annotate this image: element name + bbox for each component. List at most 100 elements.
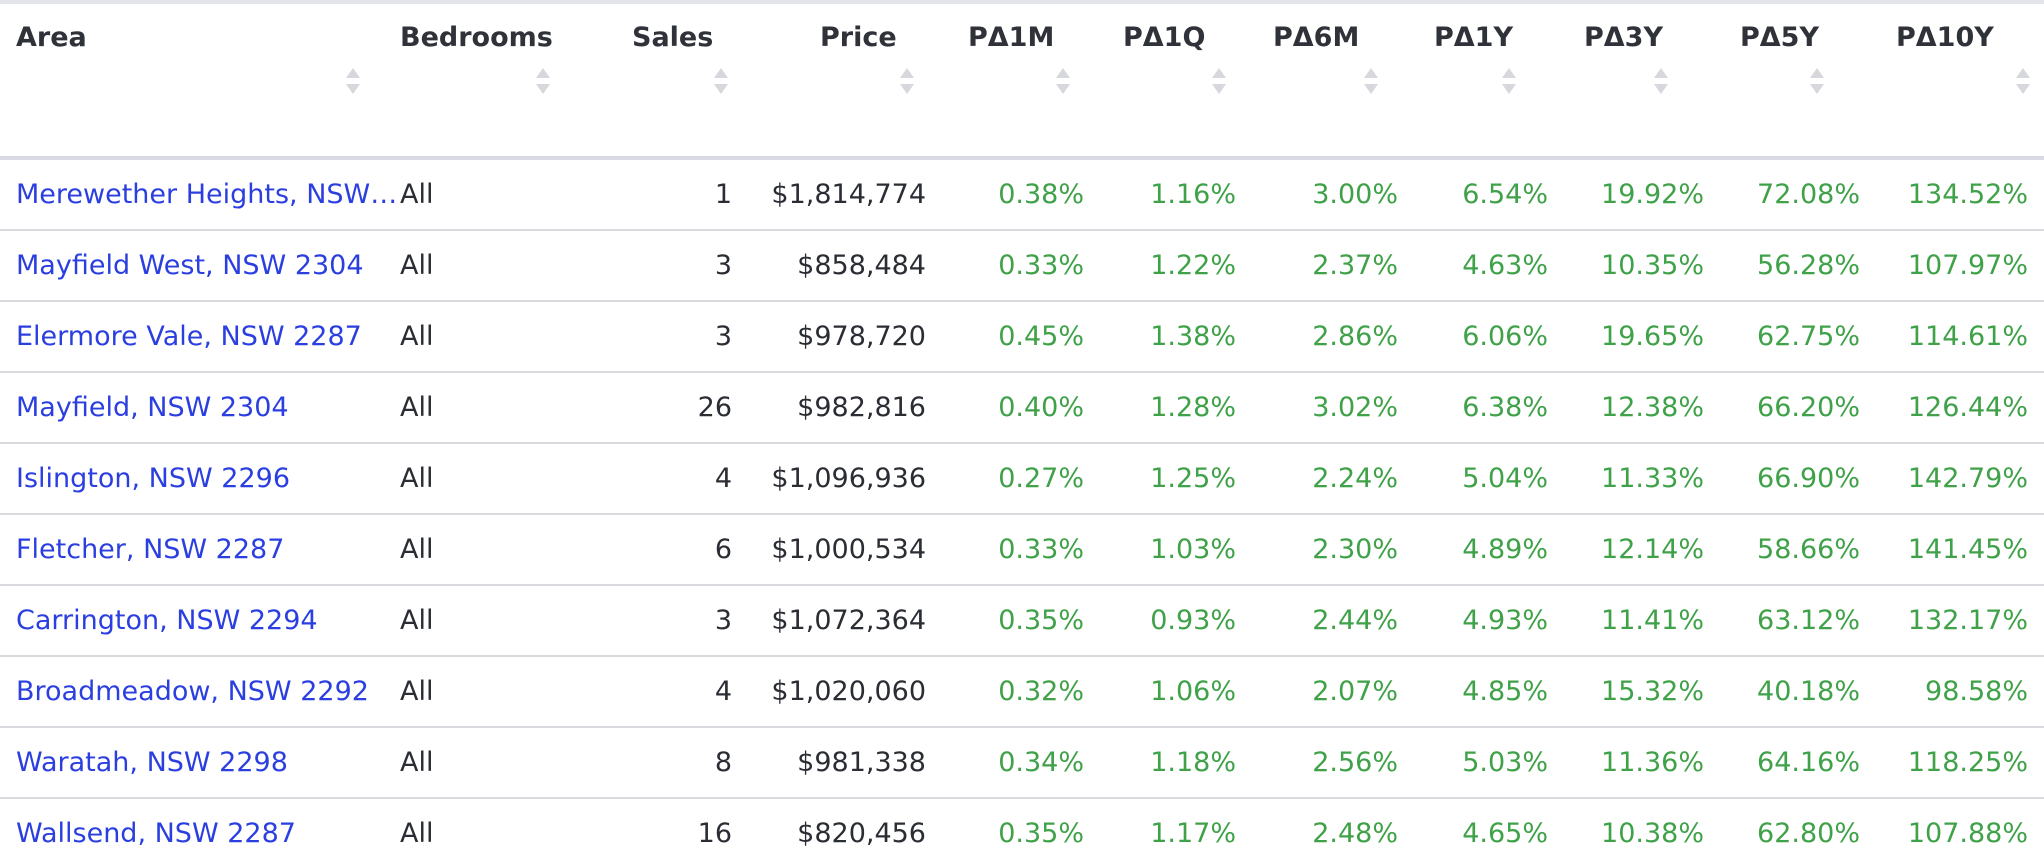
change-5y-cell: 62.80% [1704,798,1860,860]
sort-icon[interactable] [1056,68,1070,98]
sort-icon[interactable] [2016,68,2030,98]
price-cell: $1,072,364 [744,585,928,657]
area-link[interactable]: Elermore Vale, NSW 2287 [0,301,400,373]
sort-icon[interactable] [536,68,550,98]
change-10y-cell: 142.79% [1860,443,2044,515]
bedrooms-cell: All [400,230,574,302]
change-1y-cell: 4.63% [1398,230,1548,302]
change-6m-cell: 2.24% [1236,443,1398,515]
area-link[interactable]: Broadmeadow, NSW 2292 [0,656,400,728]
change-5y-cell: 72.08% [1704,158,1860,231]
bedrooms-cell: All [400,798,574,860]
bedrooms-cell: All [400,585,574,657]
change-1q-cell: 1.16% [1084,158,1236,231]
change-1m-cell: 0.32% [928,656,1084,728]
change-6m-cell: 3.00% [1236,158,1398,231]
change-1q-cell: 0.93% [1084,585,1236,657]
price-cell: $858,484 [744,230,928,302]
column-header-d1y[interactable]: PΔ1Y [1398,4,1548,160]
change-1m-cell: 0.34% [928,727,1084,799]
change-3y-cell: 10.35% [1548,230,1704,302]
table-row: Mayfield, NSW 2304 All 26 $982,816 0.40% 1.28… [0,372,2044,444]
change-5y-cell: 63.12% [1704,585,1860,657]
column-header-bedrooms[interactable]: Bedrooms [400,4,574,160]
column-header-d5y-label: PΔ5Y [1740,22,1820,53]
sort-icon[interactable] [1364,68,1378,98]
change-10y-cell: 118.25% [1860,727,2044,799]
sales-cell: 4 [574,656,744,728]
price-cell: $1,096,936 [744,443,928,515]
column-header-d1m[interactable]: PΔ1M [928,4,1084,160]
sales-cell: 6 [574,514,744,586]
bedrooms-cell: All [400,372,574,444]
sales-cell: 3 [574,585,744,657]
table-row: Carrington, NSW 2294 All 3 $1,072,364 0.35% 0… [0,585,2044,657]
sort-icon[interactable] [1810,68,1824,98]
change-5y-cell: 66.20% [1704,372,1860,444]
change-6m-cell: 2.44% [1236,585,1398,657]
data-table: Area Bedrooms Sales Price PΔ1M [0,4,2044,860]
change-1y-cell: 6.06% [1398,301,1548,373]
change-6m-cell: 3.02% [1236,372,1398,444]
price-cell: $1,020,060 [744,656,928,728]
column-header-price[interactable]: Price [744,4,928,160]
price-cell: $1,814,774 [744,158,928,231]
change-10y-cell: 132.17% [1860,585,2044,657]
column-header-d6m[interactable]: PΔ6M [1236,4,1398,160]
change-5y-cell: 62.75% [1704,301,1860,373]
column-header-d1y-label: PΔ1Y [1434,22,1514,53]
column-header-d1q[interactable]: PΔ1Q [1084,4,1236,160]
change-1m-cell: 0.38% [928,158,1084,231]
area-link[interactable]: Islington, NSW 2296 [0,443,400,515]
column-header-d10y[interactable]: PΔ10Y [1860,4,2044,160]
area-link[interactable]: Mayfield West, NSW 2304 [0,230,400,302]
area-link[interactable]: Mayfield, NSW 2304 [0,372,400,444]
change-3y-cell: 19.92% [1548,158,1704,231]
change-3y-cell: 11.36% [1548,727,1704,799]
change-1y-cell: 4.65% [1398,798,1548,860]
column-header-sales-label: Sales [632,22,714,53]
change-1q-cell: 1.03% [1084,514,1236,586]
sort-icon[interactable] [900,68,914,98]
sort-icon[interactable] [714,68,728,98]
change-5y-cell: 64.16% [1704,727,1860,799]
sales-cell: 16 [574,798,744,860]
change-1m-cell: 0.45% [928,301,1084,373]
bedrooms-cell: All [400,301,574,373]
sort-icon[interactable] [1654,68,1668,98]
table-row: Wallsend, NSW 2287 All 16 $820,456 0.35% 1.17… [0,798,2044,860]
change-1q-cell: 1.18% [1084,727,1236,799]
table-row: Islington, NSW 2296 All 4 $1,096,936 0.27% 1.… [0,443,2044,515]
column-header-area[interactable]: Area [0,4,400,160]
area-link[interactable]: Carrington, NSW 2294 [0,585,400,657]
sales-cell: 8 [574,727,744,799]
sort-icon[interactable] [1502,68,1516,98]
area-link[interactable]: Wallsend, NSW 2287 [0,798,400,860]
area-link[interactable]: Waratah, NSW 2298 [0,727,400,799]
change-1q-cell: 1.22% [1084,230,1236,302]
area-link[interactable]: Fletcher, NSW 2287 [0,514,400,586]
column-header-d1q-label: PΔ1Q [1123,22,1206,53]
change-1q-cell: 1.28% [1084,372,1236,444]
change-1y-cell: 6.38% [1398,372,1548,444]
change-1y-cell: 5.03% [1398,727,1548,799]
column-header-d6m-label: PΔ6M [1273,22,1360,53]
column-header-d3y-label: PΔ3Y [1584,22,1664,53]
change-10y-cell: 134.52% [1860,158,2044,231]
change-10y-cell: 107.97% [1860,230,2044,302]
sales-cell: 3 [574,230,744,302]
area-link[interactable]: Merewether Heights, NSW 2291 [0,158,400,231]
change-6m-cell: 2.48% [1236,798,1398,860]
sort-icon[interactable] [346,68,360,98]
column-header-d5y[interactable]: PΔ5Y [1704,4,1860,160]
column-header-d3y[interactable]: PΔ3Y [1548,4,1704,160]
change-3y-cell: 19.65% [1548,301,1704,373]
change-6m-cell: 2.86% [1236,301,1398,373]
table-row: Elermore Vale, NSW 2287 All 3 $978,720 0.45%… [0,301,2044,373]
column-header-sales[interactable]: Sales [574,4,744,160]
sort-icon[interactable] [1212,68,1226,98]
table-body: Merewether Heights, NSW 2291All1$1,814,7… [0,158,2044,860]
sales-cell: 1 [574,158,744,231]
change-3y-cell: 10.38% [1548,798,1704,860]
